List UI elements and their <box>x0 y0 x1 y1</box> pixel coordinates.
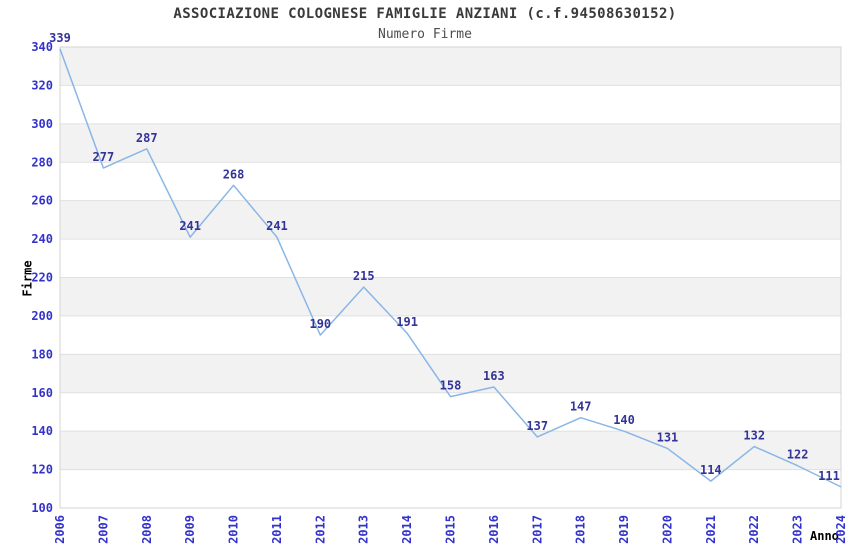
data-point-label: 191 <box>396 315 418 329</box>
y-tick-label: 340 <box>31 40 53 54</box>
y-tick-label: 220 <box>31 271 53 285</box>
grid-band <box>60 392 841 432</box>
y-tick-label: 100 <box>31 501 53 515</box>
x-tick-label: 2013 <box>357 515 371 544</box>
x-tick-label: 2007 <box>96 515 110 544</box>
data-point-label: 158 <box>440 379 462 393</box>
x-tick-label: 2011 <box>270 515 284 544</box>
data-point-label: 111 <box>818 469 840 483</box>
x-tick-label: 2010 <box>227 515 241 544</box>
grid-band <box>60 85 841 124</box>
data-point-label: 339 <box>49 31 71 45</box>
data-point-label: 132 <box>743 429 765 443</box>
x-tick-label: 2019 <box>617 515 631 544</box>
x-tick-label: 2021 <box>704 515 718 544</box>
x-tick-label: 2017 <box>530 515 544 544</box>
grid-band <box>60 277 841 316</box>
x-tick-label: 2012 <box>313 515 327 544</box>
data-point-label: 287 <box>136 131 158 145</box>
x-tick-label: 2022 <box>747 515 761 544</box>
y-tick-label: 160 <box>31 386 53 400</box>
grid-band <box>60 239 841 278</box>
chart-title: ASSOCIAZIONE COLOGNESE FAMIGLIE ANZIANI … <box>173 6 677 22</box>
data-point-label: 277 <box>93 150 115 164</box>
data-point-label: 114 <box>700 463 722 477</box>
y-tick-label: 280 <box>31 155 53 169</box>
data-point-label: 241 <box>179 219 201 233</box>
grid-band <box>60 200 841 240</box>
grid-band <box>60 123 841 163</box>
x-tick-label: 2016 <box>487 515 501 544</box>
x-tick-label: 2008 <box>140 515 154 544</box>
x-tick-label: 2018 <box>574 515 588 544</box>
data-point-label: 137 <box>526 419 548 433</box>
data-point-label: 140 <box>613 413 635 427</box>
grid-band <box>60 315 841 355</box>
data-line <box>59 48 842 488</box>
y-tick-label: 240 <box>31 232 53 246</box>
data-point-label: 147 <box>570 400 592 414</box>
data-point-label: 268 <box>223 167 245 181</box>
data-point-label: 163 <box>483 369 505 383</box>
y-tick-label: 260 <box>31 194 53 208</box>
x-axis-title: Anno <box>810 529 839 543</box>
data-point-label: 122 <box>787 448 809 462</box>
x-tick-label: 2024 <box>834 515 848 544</box>
y-tick-label: 140 <box>31 424 53 438</box>
grid-band <box>60 431 841 470</box>
y-tick-label: 200 <box>31 309 53 323</box>
x-tick-label: 2006 <box>53 515 67 544</box>
grid-band <box>60 354 841 393</box>
plot-border <box>59 46 842 509</box>
grid-band <box>60 162 841 201</box>
y-tick-label: 300 <box>31 117 53 131</box>
data-point-label: 131 <box>657 430 679 444</box>
x-tick-label: 2020 <box>660 515 674 544</box>
data-point-label: 215 <box>353 269 375 283</box>
y-tick-label: 320 <box>31 78 53 92</box>
x-tick-label: 2009 <box>183 515 197 544</box>
grid-band <box>60 47 841 86</box>
grid-band <box>60 469 841 508</box>
y-tick-label: 120 <box>31 463 53 477</box>
y-tick-label: 180 <box>31 347 53 361</box>
data-point-label: 241 <box>266 219 288 233</box>
x-tick-label: 2023 <box>791 515 805 544</box>
data-point-label: 190 <box>309 317 331 331</box>
x-tick-label: 2014 <box>400 515 414 544</box>
x-tick-label: 2015 <box>444 515 458 544</box>
chart-subtitle: Numero Firme <box>378 27 472 42</box>
